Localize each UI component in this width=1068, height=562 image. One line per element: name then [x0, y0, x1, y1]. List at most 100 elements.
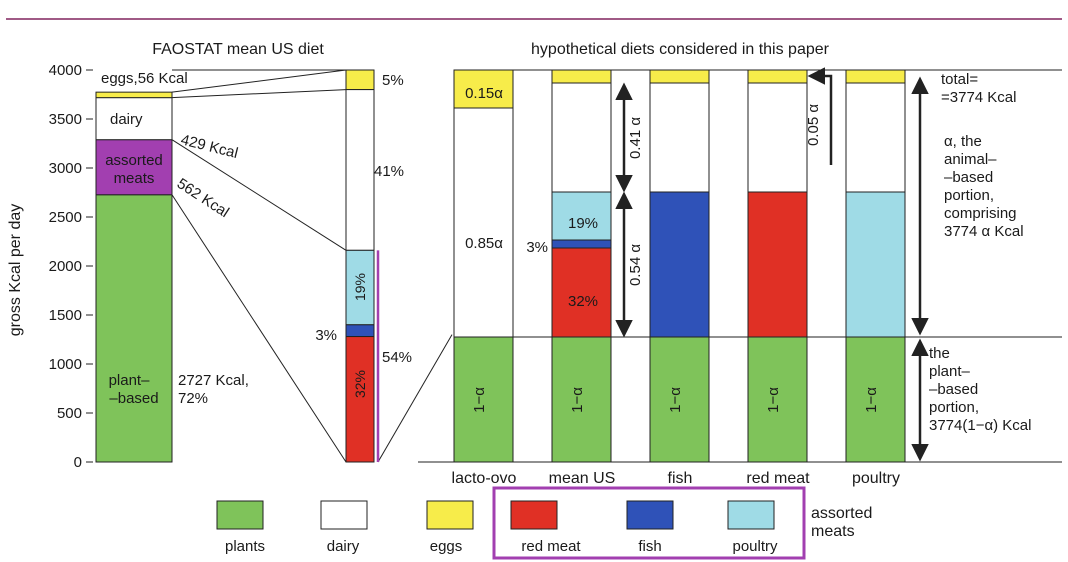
- legend-label-plants: plants: [225, 538, 265, 555]
- lacto-eggs-frac: 0.15α: [465, 85, 503, 102]
- kcal-562-label: 562 Kcal: [174, 175, 232, 221]
- y-tick-label: 0: [74, 454, 82, 471]
- meanus-fish: [551, 239, 612, 249]
- bar-segment-eggs: [95, 91, 173, 99]
- poultry-meat: [845, 191, 906, 338]
- fish-dairy: [649, 82, 710, 193]
- kcal-429-label: 429 Kcal: [179, 131, 240, 162]
- mid-segment-eggs: [345, 69, 375, 91]
- y-tick-label: 2500: [49, 209, 82, 226]
- meanus-redmeat-pct: 32%: [568, 293, 598, 310]
- connector-dairy: [171, 89, 347, 99]
- category-label: lacto-ovo: [452, 470, 517, 487]
- dairy-label: dairy: [110, 111, 143, 128]
- lacto-eggs: [453, 69, 514, 109]
- y-tick-label: 3500: [49, 111, 82, 128]
- redmeat-plants: [747, 336, 808, 463]
- bar-segment-plants: [95, 194, 173, 463]
- meanus-poultry: [551, 191, 612, 241]
- y-tick-label: 500: [57, 405, 82, 422]
- egg-fraction-label: 0.05 α: [805, 104, 822, 146]
- y-tick-label: 2000: [49, 258, 82, 275]
- one-minus-alpha-label: 1−α: [863, 387, 880, 413]
- mid-segment-fish: [345, 324, 375, 338]
- animal-annotation: α, the animal– –based portion, comprising 377…: [944, 133, 1024, 240]
- connector-meats: [171, 139, 347, 251]
- annotations: 0.41 α 0.54 α 0.05 α total= =3774 Kcal α, the…: [615, 67, 1031, 462]
- meanus-fish-pct: 3%: [526, 239, 548, 256]
- left-chart-title: FAOSTAT mean US diet: [152, 41, 324, 58]
- meanus-eggs: [551, 69, 612, 84]
- category-label: poultry: [852, 470, 900, 487]
- poultry-eggs: [845, 69, 906, 84]
- connector-plant: [171, 194, 347, 463]
- connector-total: [171, 69, 347, 93]
- mid-eggs-pct: 5%: [382, 72, 404, 89]
- mid-redmeat-pct: 32%: [352, 370, 368, 398]
- legend-swatch-plants: [216, 500, 264, 530]
- y-tick-label: 3000: [49, 160, 82, 177]
- category-label: red meat: [746, 470, 810, 487]
- kcal-2727-label: 2727 Kcal, 72%: [178, 372, 249, 407]
- y-tick-label: 4000: [49, 62, 82, 79]
- fish-meat: [649, 191, 710, 338]
- plant-label: plant– –based: [109, 372, 159, 407]
- y-tick-label: 1500: [49, 307, 82, 324]
- mid-segment-red-meat: [345, 336, 375, 463]
- legend-swatch-dairy: [320, 500, 368, 530]
- meats-total-pct: 54%: [382, 349, 412, 366]
- legend-swatch-red-meat: [510, 500, 558, 530]
- lacto-plants: [453, 336, 514, 463]
- plant-annotation: the plant– –based portion, 3774(1−α) Kcal: [929, 345, 1031, 434]
- egg-fraction-arrow: [807, 67, 833, 165]
- one-minus-alpha-label: 1−α: [765, 387, 782, 413]
- meanus-plants: [551, 336, 612, 463]
- one-minus-alpha-label: 1−α: [569, 387, 586, 413]
- legend-label-red-meat: red meat: [521, 538, 581, 555]
- legend-label-fish: fish: [638, 538, 661, 555]
- legend-swatch-eggs: [426, 500, 474, 530]
- right-chart-title: hypothetical diets considered in this pa…: [531, 41, 830, 58]
- fish-plants: [649, 336, 710, 463]
- category-label: fish: [668, 470, 693, 487]
- meanus-poultry-pct: 19%: [568, 215, 598, 232]
- one-minus-alpha-label: 1−α: [471, 387, 488, 413]
- lacto-dairy-frac: 0.85α: [465, 235, 503, 252]
- legend-label-eggs: eggs: [430, 538, 463, 555]
- y-tick-label: 1000: [49, 356, 82, 373]
- meanus-redmeat: [551, 247, 612, 338]
- legend-label-dairy: dairy: [327, 538, 360, 555]
- connector-right: [377, 334, 453, 463]
- mid-fish-pct: 3%: [315, 327, 337, 344]
- legend-swatch-fish: [626, 500, 674, 530]
- y-axis: 0 500 1000 1500 2000 2500 3000 3500 4000: [49, 62, 93, 471]
- mean-us-diet-bar: eggs,56 Kcal dairy assorted meats plant– –bas…: [95, 70, 249, 463]
- legend-label-poultry: poultry: [732, 538, 778, 555]
- mid-poultry-pct: 19%: [352, 273, 368, 301]
- eggs-label: eggs,56 Kcal: [101, 70, 188, 87]
- meats-label: assorted meats: [105, 152, 163, 187]
- dairy-fraction-label: 0.41 α: [627, 117, 644, 159]
- legend: plants dairy eggs red meat fish poultry assort…: [216, 486, 872, 560]
- redmeat-eggs: [747, 69, 808, 84]
- mid-dairy-pct: 41%: [374, 163, 404, 180]
- assorted-meats-frame: [492, 486, 806, 560]
- redmeat-dairy: [747, 82, 808, 193]
- category-label: mean US: [549, 470, 616, 487]
- poultry-dairy: [845, 82, 906, 193]
- meat-fraction-label: 0.54 α: [627, 244, 644, 286]
- total-annotation: total= =3774 Kcal: [941, 71, 1016, 106]
- fish-eggs: [649, 69, 710, 84]
- one-minus-alpha-label: 1−α: [667, 387, 684, 413]
- hypothetical-diet-bars: 0.15α 0.85α 19% 3% 32% 1−α lacto-ovo 1−α mean US…: [418, 69, 1062, 487]
- legend-swatch-poultry: [727, 500, 775, 530]
- redmeat-meat: [747, 191, 808, 338]
- y-axis-label: gross Kcal per day: [7, 204, 24, 337]
- connector-lines: [171, 69, 453, 463]
- poultry-plants: [845, 336, 906, 463]
- bar-segment-dairy: [95, 97, 173, 141]
- lacto-dairy: [453, 107, 514, 338]
- animal-portion-bar: 5% 41% 19% 3% 32% 54%: [315, 69, 412, 463]
- assorted-meats-label: assorted meats: [811, 505, 872, 540]
